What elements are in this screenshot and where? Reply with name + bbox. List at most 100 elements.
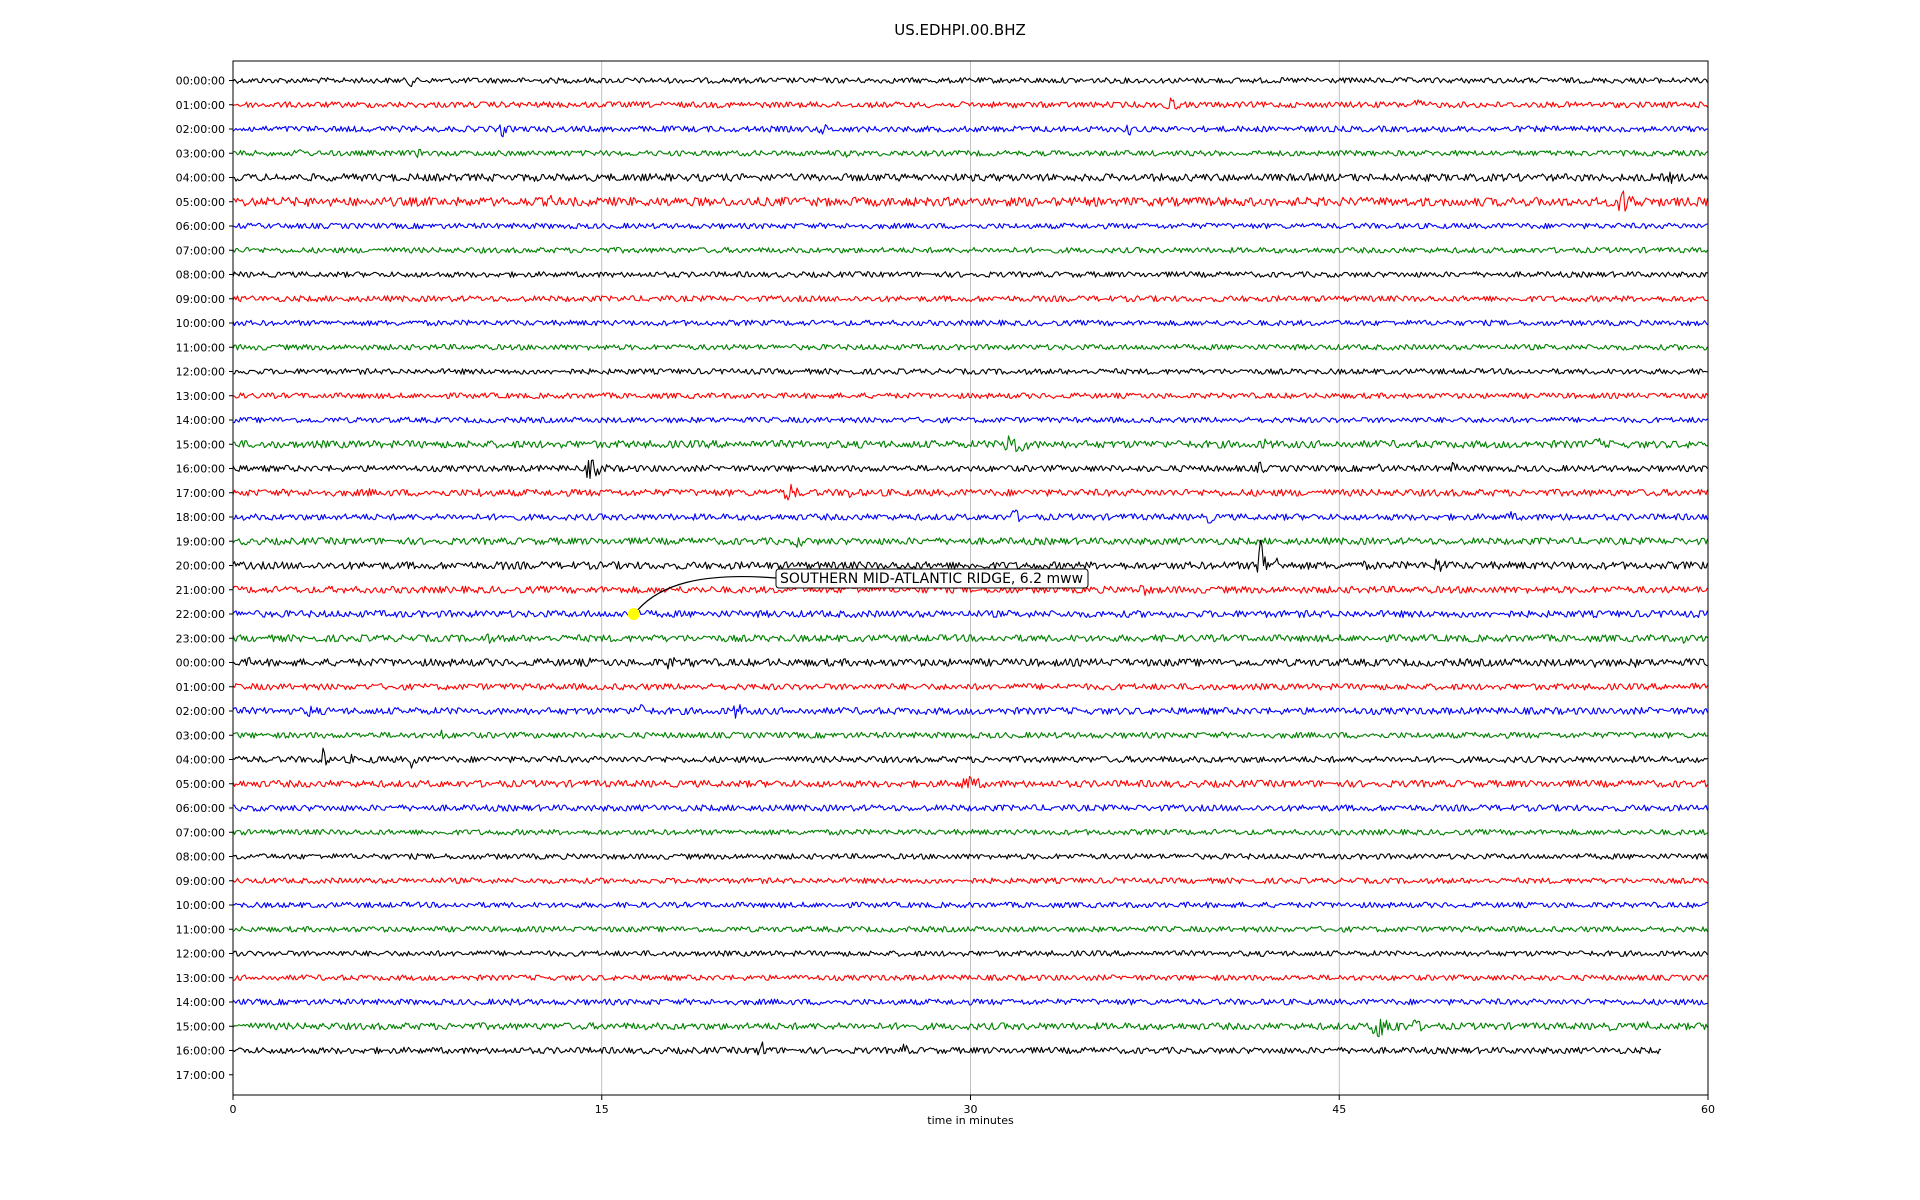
row-label-13: 13:00:00 [176,390,225,403]
annotation-box [775,568,1089,589]
row-label-6: 06:00:00 [176,220,225,233]
row-label-41: 17:00:00 [176,1069,225,1082]
trace-row-37 [232,974,1708,982]
trace-row-16 [232,459,1708,479]
trace-row-26 [232,704,1709,719]
row-label-11: 11:00:00 [176,341,225,354]
trace-row-3 [232,148,1708,159]
trace-row-18 [232,509,1709,524]
row-label-29: 05:00:00 [176,778,225,791]
x-tick-label-0: 0 [230,1103,237,1116]
x-axis-label: time in minutes [927,1114,1014,1127]
row-label-14: 14:00:00 [176,414,225,427]
chart-title: US.EDHPI.00.BHZ [894,21,1026,39]
row-label-40: 16:00:00 [176,1045,225,1058]
x-tick-label-1: 15 [595,1103,609,1116]
trace-row-27 [232,729,1708,740]
event-marker [627,608,640,620]
trace-row-35 [232,925,1708,933]
event-annotation: SOUTHERN MID-ATLANTIC RIDGE, 6.2 mww [627,568,1089,620]
trace-row-29 [232,776,1708,789]
trace-row-8 [232,271,1708,278]
trace-row-24 [232,656,1708,670]
trace-row-10 [232,319,1708,327]
trace-row-14 [232,416,1708,424]
trace-row-7 [232,246,1708,254]
annotation-arrow [637,575,777,611]
trace-row-6 [232,222,1708,230]
row-label-39: 15:00:00 [176,1020,225,1033]
trace-row-30 [232,804,1709,812]
trace-row-1 [232,97,1708,110]
trace-row-9 [232,295,1708,303]
row-label-32: 08:00:00 [176,851,225,864]
row-label-18: 18:00:00 [176,511,225,524]
trace-row-21 [232,584,1708,596]
row-label-1: 01:00:00 [176,99,225,112]
row-label-28: 04:00:00 [176,754,225,767]
trace-row-12 [232,368,1708,375]
trace-row-20 [232,539,1709,573]
trace-row-4 [232,171,1709,184]
plot-frame [232,60,1709,1096]
trace-row-32 [232,853,1709,860]
x-tick-label-2: 30 [964,1103,978,1116]
row-label-25: 01:00:00 [176,681,225,694]
x-tick-label-3: 45 [1332,1103,1346,1116]
trace-row-38 [232,998,1708,1006]
trace-row-17 [232,483,1709,501]
row-label-30: 06:00:00 [176,802,225,815]
row-label-8: 08:00:00 [176,269,225,282]
row-label-31: 07:00:00 [176,826,225,839]
row-time-labels: 00:00:00 01:00:00 02:00:00 03:00:00 04:00:00… [176,75,233,1082]
trace-row-5 [232,190,1709,212]
row-label-17: 17:00:00 [176,487,225,500]
x-axis: 0 15 30 45 60 [230,1095,1715,1116]
trace-row-22 [232,609,1709,619]
row-label-38: 14:00:00 [176,996,225,1009]
row-label-16: 16:00:00 [176,463,225,476]
row-label-19: 19:00:00 [176,535,225,548]
row-label-20: 20:00:00 [176,560,225,573]
row-label-7: 07:00:00 [176,244,225,257]
row-label-27: 03:00:00 [176,729,225,742]
trace-row-11 [232,343,1708,351]
row-label-35: 11:00:00 [176,923,225,936]
trace-row-2 [232,124,1708,138]
row-label-37: 13:00:00 [176,972,225,985]
row-label-0: 00:00:00 [176,75,225,88]
trace-row-40 [232,1041,1662,1056]
trace-row-0 [232,77,1708,88]
row-label-9: 09:00:00 [176,293,225,306]
trace-row-13 [232,392,1708,400]
row-label-5: 05:00:00 [176,196,225,209]
trace-row-33 [232,877,1708,885]
trace-row-15 [232,435,1708,453]
trace-row-28 [232,747,1708,769]
row-label-2: 02:00:00 [176,123,225,136]
trace-row-36 [232,950,1708,957]
row-label-36: 12:00:00 [176,948,225,961]
row-label-23: 23:00:00 [176,632,225,645]
trace-row-19 [232,537,1709,548]
traces [232,77,1709,1056]
row-label-4: 04:00:00 [176,172,225,185]
trace-row-25 [232,682,1708,691]
trace-row-34 [232,901,1708,909]
row-label-3: 03:00:00 [176,147,225,160]
row-label-10: 10:00:00 [176,317,225,330]
row-label-24: 00:00:00 [176,657,225,670]
trace-row-23 [232,633,1708,644]
trace-row-39 [232,1018,1709,1038]
annotation-text: SOUTHERN MID-ATLANTIC RIDGE, 6.2 mww [780,571,1083,587]
x-tick-label-4: 60 [1701,1103,1715,1116]
trace-row-31 [232,828,1708,836]
row-label-34: 10:00:00 [176,899,225,912]
row-label-12: 12:00:00 [176,366,225,379]
row-label-33: 09:00:00 [176,875,225,888]
row-label-21: 21:00:00 [176,584,225,597]
row-label-15: 15:00:00 [176,438,225,451]
row-label-22: 22:00:00 [176,608,225,621]
row-label-26: 02:00:00 [176,705,225,718]
